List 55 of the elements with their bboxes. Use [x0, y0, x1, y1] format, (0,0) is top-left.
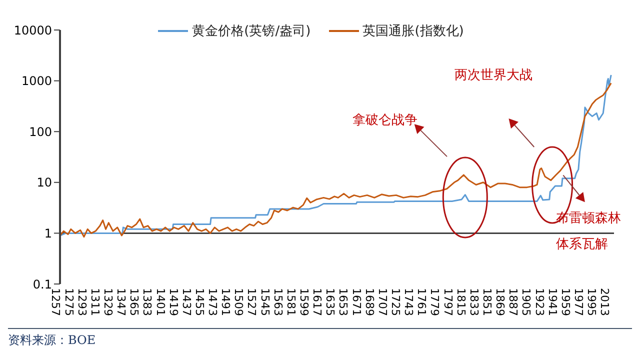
x-tick-label: 1401	[154, 288, 167, 316]
x-tick-label: 1509	[232, 288, 246, 316]
x-tick-label: 1977	[572, 288, 585, 316]
x-tick-label: 1779	[428, 288, 442, 316]
x-tick-label: 1959	[558, 288, 572, 316]
x-tick-label: 1383	[140, 288, 154, 316]
x-tick-label: 1455	[192, 288, 206, 316]
x-tick-label: 1545	[258, 288, 272, 316]
legend-label: 英国通胀(指数化)	[362, 23, 464, 40]
x-tick-label: 1527	[245, 288, 258, 316]
x-tick-label: 1689	[362, 288, 376, 316]
y-tick-label: 10	[36, 176, 52, 190]
x-tick-label: 1635	[324, 288, 337, 316]
x-tick-label: 2013	[598, 288, 612, 316]
x-tick-label: 1923	[532, 288, 546, 316]
annotation: 体系瓦解	[556, 236, 608, 253]
x-tick-label: 1905	[520, 288, 533, 316]
x-tick-label: 1707	[376, 288, 389, 316]
x-tick-label: 1257	[49, 288, 62, 316]
x-tick-label: 1365	[128, 288, 141, 316]
x-tick-label: 1761	[415, 288, 428, 316]
x-tick-label: 1869	[494, 288, 507, 316]
x-tick-label: 1491	[219, 288, 232, 316]
y-tick-label: 1	[44, 226, 52, 240]
x-tick-label: 1833	[467, 288, 480, 316]
x-tick-label: 1599	[298, 288, 311, 316]
y-tick-label: 1000	[21, 74, 52, 88]
x-tick-label: 1995	[585, 288, 598, 316]
y-tick-label: 100	[29, 124, 52, 139]
legend-label: 黄金价格(英镑/盎司)	[192, 23, 311, 40]
x-tick-label: 1797	[441, 288, 454, 316]
x-tick-label: 1617	[310, 288, 324, 316]
x-tick-label: 1311	[88, 288, 102, 316]
x-tick-label: 1275	[62, 288, 76, 316]
x-tick-label: 1941	[546, 288, 559, 316]
x-tick-label: 1581	[284, 288, 298, 316]
x-tick-label: 1563	[271, 288, 284, 316]
y-tick-label: 0.1	[32, 277, 52, 292]
x-tick-label: 1851	[480, 288, 494, 316]
x-tick-label: 1653	[336, 288, 350, 316]
x-tick-label: 1815	[454, 288, 468, 316]
x-tick-label: 1671	[350, 288, 363, 316]
text: 资料来源：BOE	[8, 328, 632, 349]
x-tick-label: 1419	[166, 288, 180, 316]
annotation: 两次世界大战	[454, 67, 532, 84]
x-tick-label: 1473	[206, 288, 220, 316]
x-tick-label: 1293	[75, 288, 88, 316]
x-tick-label: 1437	[180, 288, 193, 316]
x-tick-label: 1743	[402, 288, 416, 316]
y-tick-label: 10000	[14, 23, 52, 38]
x-tick-label: 1887	[506, 288, 520, 316]
x-tick-label: 1347	[114, 288, 128, 316]
x-tick-label: 1329	[101, 288, 114, 316]
annotation: 拿破仑战争	[352, 112, 418, 130]
x-tick-label: 1725	[388, 288, 402, 316]
